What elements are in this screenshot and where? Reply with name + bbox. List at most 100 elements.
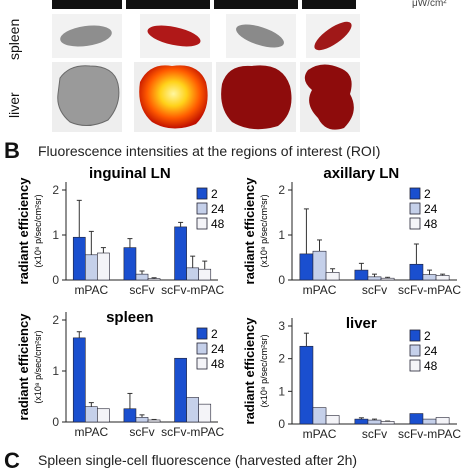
bar-2 bbox=[72, 337, 86, 423]
image-header-bar bbox=[126, 0, 210, 9]
bar-2 bbox=[409, 413, 424, 425]
x-tick-label: mPAC bbox=[74, 425, 108, 439]
legend-swatch-24 bbox=[409, 344, 421, 357]
bar-24 bbox=[186, 267, 199, 281]
legend-label: 24 bbox=[424, 202, 438, 216]
image-header-bar bbox=[52, 0, 122, 9]
legend-label: 24 bbox=[211, 202, 225, 216]
x-tick-label: scFv bbox=[129, 283, 154, 297]
bar-24 bbox=[135, 417, 149, 423]
y-tick-label: 0 bbox=[278, 273, 285, 287]
chart-title: spleen bbox=[106, 309, 154, 326]
legend-swatch-48 bbox=[196, 357, 208, 370]
section-c-title: Spleen single-cell fluorescence (harvest… bbox=[38, 452, 358, 468]
legend-label: 48 bbox=[211, 217, 225, 231]
bar-2 bbox=[409, 263, 424, 281]
legend-swatch-2 bbox=[409, 329, 421, 342]
bar-2 bbox=[174, 226, 187, 281]
x-tick-label: scFv-mPAC bbox=[398, 427, 461, 441]
y-tick-label: 1 bbox=[52, 228, 59, 242]
y-axis-unit: (x10⁸ p/sec/cm²sr) bbox=[33, 330, 43, 403]
bar-2 bbox=[123, 247, 137, 281]
spleen-organ-4 bbox=[314, 21, 352, 51]
y-tick-label: 2 bbox=[278, 183, 285, 197]
liver-organ-3 bbox=[221, 65, 292, 130]
spleen-organ-1 bbox=[60, 25, 112, 47]
bar-24 bbox=[85, 254, 98, 281]
bar-2 bbox=[72, 236, 86, 281]
y-tick-label: 1 bbox=[52, 364, 59, 378]
chart-title: liver bbox=[346, 315, 377, 332]
y-axis-unit: (x10⁸ p/sec/cm²sr) bbox=[259, 194, 269, 267]
bar-48 bbox=[325, 272, 340, 281]
legend-label: 24 bbox=[211, 342, 225, 356]
bar-48 bbox=[97, 408, 110, 423]
x-tick-label: scFv-mPAC bbox=[161, 425, 224, 439]
x-tick-label: scFv bbox=[129, 425, 154, 439]
legend-swatch-24 bbox=[196, 202, 208, 215]
section-b-title: Fluorescence intensities at the regions … bbox=[38, 143, 381, 159]
bar-48 bbox=[97, 252, 110, 281]
legend-swatch-2 bbox=[409, 187, 421, 200]
bar-2 bbox=[354, 418, 369, 425]
bar-2 bbox=[354, 269, 369, 281]
y-axis-unit: (x10⁸ p/sec/cm²sr) bbox=[259, 334, 269, 407]
y-tick-label: 1 bbox=[278, 384, 285, 398]
x-tick-label: scFv bbox=[362, 283, 387, 297]
section-c-letter: C bbox=[4, 448, 20, 473]
bar-24 bbox=[422, 418, 437, 425]
spleen-organ-3 bbox=[236, 24, 284, 48]
y-tick-label: 0 bbox=[52, 273, 59, 287]
y-tick-label: 0 bbox=[278, 417, 285, 431]
liver-organ-2 bbox=[139, 65, 208, 129]
legend-label: 2 bbox=[211, 187, 218, 201]
bar-2 bbox=[123, 408, 137, 423]
y-tick-label: 2 bbox=[52, 313, 59, 327]
bar-2 bbox=[299, 253, 314, 281]
x-tick-label: scFv-mPAC bbox=[161, 283, 224, 297]
chart-title: inguinal LN bbox=[89, 165, 171, 182]
chart-title: axillary LN bbox=[323, 165, 399, 182]
y-axis-label: radiant efficiency bbox=[16, 313, 31, 421]
y-tick-label: 2 bbox=[278, 352, 285, 366]
y-tick-label: 0 bbox=[52, 415, 59, 429]
y-tick-label: 3 bbox=[278, 319, 285, 333]
x-tick-label: scFv bbox=[362, 427, 387, 441]
bar-48 bbox=[198, 403, 212, 423]
bar-24 bbox=[422, 274, 437, 281]
y-axis-label: radiant efficiency bbox=[242, 317, 257, 425]
y-axis-unit: (x10⁸ p/sec/cm²sr) bbox=[33, 194, 43, 267]
image-header-bar bbox=[214, 0, 298, 9]
bar-24 bbox=[367, 419, 382, 425]
spleen-organ-2 bbox=[147, 25, 201, 47]
legend-swatch-48 bbox=[409, 217, 421, 230]
x-tick-label: scFv-mPAC bbox=[398, 283, 461, 297]
bar-2 bbox=[174, 357, 187, 423]
legend-label: 48 bbox=[424, 217, 438, 231]
bar-48 bbox=[435, 417, 450, 425]
bar-24 bbox=[312, 407, 327, 425]
legend-label: 24 bbox=[424, 344, 438, 358]
legend-label: 48 bbox=[424, 359, 438, 373]
unit-label: μW/cm² bbox=[412, 0, 447, 9]
legend-swatch-24 bbox=[196, 342, 208, 355]
bar-48 bbox=[380, 421, 395, 425]
bar-48 bbox=[380, 277, 395, 281]
x-tick-label: mPAC bbox=[303, 283, 337, 297]
bar-24 bbox=[186, 397, 199, 423]
y-axis-label: radiant efficiency bbox=[242, 177, 257, 285]
y-axis-label: radiant efficiency bbox=[16, 177, 31, 285]
bar-48 bbox=[325, 415, 340, 425]
organ-images bbox=[52, 14, 360, 132]
x-tick-label: mPAC bbox=[303, 427, 337, 441]
bar-24 bbox=[85, 406, 98, 423]
y-tick-label: 2 bbox=[52, 183, 59, 197]
bar-48 bbox=[435, 275, 450, 281]
liver-organ-4 bbox=[304, 64, 354, 130]
liver-organ-1 bbox=[57, 65, 120, 126]
legend-swatch-2 bbox=[196, 187, 208, 200]
legend-swatch-48 bbox=[409, 359, 421, 372]
bar-48 bbox=[198, 268, 212, 281]
x-tick-label: mPAC bbox=[74, 283, 108, 297]
